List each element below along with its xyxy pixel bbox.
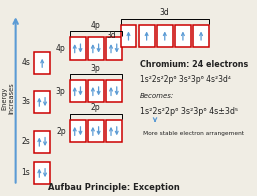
Bar <box>193 24 209 47</box>
Text: 3d: 3d <box>107 31 116 40</box>
Text: 3d: 3d <box>160 8 170 17</box>
Bar <box>88 120 104 142</box>
Bar <box>175 24 191 47</box>
Text: 3p: 3p <box>91 64 100 73</box>
Bar <box>106 80 122 102</box>
Text: 4s: 4s <box>21 58 30 67</box>
Bar <box>70 120 86 142</box>
Bar <box>157 24 173 47</box>
Bar <box>34 52 50 74</box>
Text: 1s²2s²2p⁶ 3s²3p⁶ 4s²3d⁴: 1s²2s²2p⁶ 3s²3p⁶ 4s²3d⁴ <box>140 75 231 84</box>
Text: 1s²2s²2p⁶ 3s²3p⁶ 4s±3d⁵: 1s²2s²2p⁶ 3s²3p⁶ 4s±3d⁵ <box>140 107 238 116</box>
Bar <box>88 37 104 60</box>
Text: 2p: 2p <box>56 127 66 136</box>
Bar <box>34 131 50 153</box>
Text: 4p: 4p <box>91 21 100 30</box>
Bar <box>106 120 122 142</box>
Text: 3p: 3p <box>56 87 66 96</box>
Text: 2s: 2s <box>22 137 30 146</box>
Text: Chromium: 24 electrons: Chromium: 24 electrons <box>140 60 248 69</box>
Text: Energy
Increases: Energy Increases <box>1 82 15 114</box>
Bar <box>34 91 50 113</box>
Text: More stable electron arrangement: More stable electron arrangement <box>143 131 244 135</box>
Text: Becomes:: Becomes: <box>140 93 174 99</box>
Text: Aufbau Principle: Exception: Aufbau Principle: Exception <box>48 183 180 192</box>
Bar <box>70 37 86 60</box>
Bar <box>139 24 155 47</box>
Bar <box>106 37 122 60</box>
Bar <box>34 162 50 184</box>
Text: 2p: 2p <box>91 103 100 113</box>
Bar <box>88 80 104 102</box>
Text: 3s: 3s <box>21 97 30 106</box>
Text: 4p: 4p <box>56 44 66 53</box>
Text: 1s: 1s <box>22 168 30 177</box>
Bar <box>121 24 136 47</box>
Bar <box>70 80 86 102</box>
